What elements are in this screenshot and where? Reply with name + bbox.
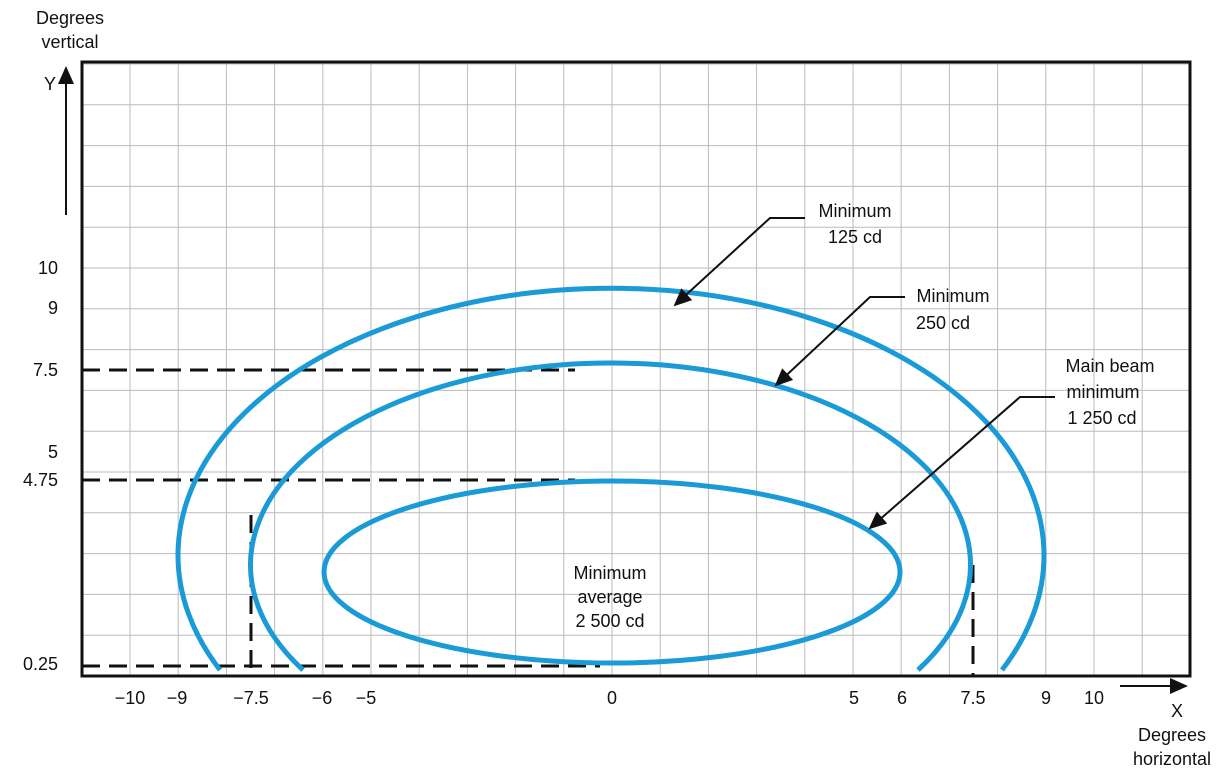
y-tick-label: 9 <box>48 298 58 318</box>
x-label: Degrees <box>1138 725 1206 745</box>
y-tick-label: 5 <box>48 442 58 462</box>
ticks: −10 −9 −7.5 −6 −5 0 5 6 7.5 9 10 10 9 7.5 5 4.75 0.25 <box>23 258 1104 708</box>
annotation: 250 cd <box>916 313 970 333</box>
x-symbol: X <box>1171 701 1183 721</box>
y-tick-label: 0.25 <box>23 654 58 674</box>
x-tick-label: −6 <box>312 688 333 708</box>
contour-125cd <box>175 285 1047 672</box>
contour-250cd <box>248 360 973 672</box>
x-tick-label: −7.5 <box>233 688 269 708</box>
annotation: 2 500 cd <box>575 611 644 631</box>
x-tick-label: −5 <box>356 688 377 708</box>
arrow-1250 <box>868 396 1055 530</box>
annotation: 125 cd <box>828 227 882 247</box>
y-tick-label: 4.75 <box>23 470 58 490</box>
annotation: Main beam <box>1065 356 1154 376</box>
contour-1250cd <box>321 478 903 666</box>
x-tick-label: 10 <box>1084 688 1104 708</box>
arrow-250 <box>774 296 905 387</box>
annotation: average <box>577 587 642 607</box>
x-tick-label: −9 <box>167 688 188 708</box>
y-tick-label: 10 <box>38 258 58 278</box>
annotation: minimum <box>1066 382 1139 402</box>
y-label: vertical <box>41 32 98 52</box>
x-tick-label: 0 <box>607 688 617 708</box>
x-tick-label: 7.5 <box>960 688 985 708</box>
x-tick-label: 5 <box>849 688 859 708</box>
annotation: Minimum <box>573 563 646 583</box>
x-label: horizontal <box>1133 749 1211 769</box>
y-symbol: Y <box>44 74 56 94</box>
annotation: Minimum <box>818 201 891 221</box>
x-tick-label: −10 <box>115 688 146 708</box>
annotation: 1 250 cd <box>1067 408 1136 428</box>
y-label: Degrees <box>36 8 104 28</box>
annotation: Minimum <box>916 286 989 306</box>
y-tick-label: 7.5 <box>33 360 58 380</box>
x-tick-label: 6 <box>897 688 907 708</box>
arrow-125 <box>673 217 805 307</box>
dashed-guides <box>82 368 975 676</box>
x-tick-label: 9 <box>1041 688 1051 708</box>
